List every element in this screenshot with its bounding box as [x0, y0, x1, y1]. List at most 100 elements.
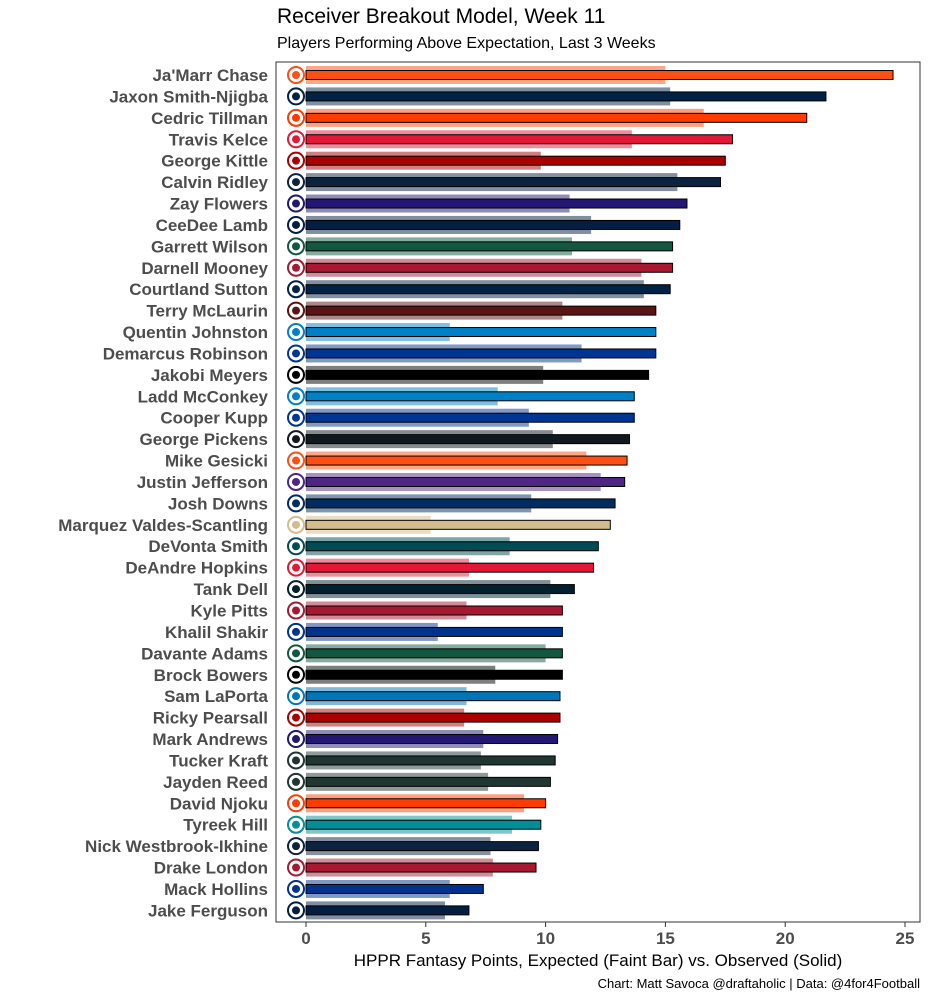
observed-bar: [305, 626, 563, 637]
team-logo-icon: [287, 687, 305, 706]
player-label: Mike Gesicki: [165, 452, 268, 471]
team-logo-icon: [287, 87, 305, 106]
player-label: Tank Dell: [194, 580, 268, 599]
player-label: Jakobi Meyers: [151, 366, 268, 385]
team-logo-icon: [287, 708, 305, 727]
observed-bar: [305, 219, 681, 230]
player-label: Terry McLaurin: [146, 302, 268, 321]
player-label: George Kittle: [161, 152, 268, 171]
chart-subtitle: Players Performing Above Expectation, La…: [277, 35, 656, 52]
bars-layer: [305, 66, 894, 920]
observed-bar: [305, 798, 547, 809]
x-tick-label: 10: [536, 929, 555, 948]
player-label: Tyreek Hill: [183, 816, 268, 835]
observed-bar: [305, 905, 470, 916]
observed-bar: [305, 391, 635, 402]
player-label: DeAndre Hopkins: [125, 559, 268, 578]
team-logo-icon: [287, 66, 305, 84]
team-logo-icon: [287, 472, 305, 491]
player-label: Kyle Pitts: [191, 602, 268, 621]
team-logo-icon: [287, 815, 305, 834]
player-label: Calvin Ridley: [161, 173, 268, 192]
observed-bar: [305, 198, 688, 209]
x-axis: 0 5 10 15 20 25: [301, 922, 914, 948]
observed-bar: [305, 134, 733, 145]
team-logo-icon: [287, 558, 305, 577]
team-logo-icon: [287, 772, 305, 791]
observed-bar: [305, 112, 808, 123]
observed-bar: [305, 498, 616, 509]
observed-bar: [305, 70, 894, 80]
team-logo-icon: [287, 323, 305, 342]
observed-bar: [305, 241, 674, 252]
observed-bar: [305, 412, 635, 423]
team-logo-icon: [287, 794, 305, 813]
player-label: Davante Adams: [141, 644, 268, 663]
observed-bar: [305, 369, 650, 380]
player-label: Ricky Pearsall: [153, 709, 268, 728]
team-logo-icon: [287, 387, 305, 406]
player-label: Tucker Kraft: [169, 751, 268, 770]
observed-bar: [305, 91, 827, 102]
observed-bar: [305, 177, 722, 188]
team-logo-icon: [287, 130, 305, 149]
player-label: Ja'Marr Chase: [152, 66, 268, 85]
player-label: Mack Hollins: [164, 880, 268, 899]
team-logo-icon: [287, 194, 305, 213]
team-logo-icon: [287, 730, 305, 749]
player-label: Drake London: [154, 859, 268, 878]
player-label: Mark Andrews: [152, 730, 268, 749]
team-logo-icon: [287, 408, 305, 427]
observed-bar: [305, 305, 657, 316]
observed-bar: [305, 519, 611, 530]
observed-bar: [305, 841, 539, 852]
observed-bar: [305, 262, 674, 273]
player-label: Jayden Reed: [163, 773, 268, 792]
team-logo-icon: [287, 644, 305, 663]
team-logo-icon: [287, 151, 305, 170]
team-logo-icon: [287, 237, 305, 256]
player-label: David Njoku: [170, 794, 268, 813]
team-logo-icon: [287, 280, 305, 299]
observed-bar: [305, 348, 657, 359]
team-logo-icon: [287, 301, 305, 320]
player-label: Travis Kelce: [169, 130, 268, 149]
observed-bar: [305, 734, 559, 745]
observed-bar: [305, 712, 561, 723]
player-label: Jaxon Smith-Njigba: [109, 87, 268, 106]
player-label: Garrett Wilson: [151, 237, 268, 256]
team-logo-icon: [287, 494, 305, 513]
observed-bar: [305, 327, 657, 338]
team-logo-icon: [287, 580, 305, 599]
player-label: Demarcus Robinson: [103, 344, 268, 363]
observed-bar: [305, 605, 563, 616]
team-logo-icon: [287, 365, 305, 384]
player-label: Zay Flowers: [170, 195, 268, 214]
team-logo-icon: [287, 665, 305, 684]
chart-title: Receiver Breakout Model, Week 11: [277, 5, 606, 28]
x-tick-label: 15: [656, 929, 675, 948]
team-logo-icon: [287, 601, 305, 620]
observed-bar: [305, 755, 556, 766]
player-label: Brock Bowers: [154, 666, 268, 685]
x-tick-label: 20: [776, 929, 795, 948]
team-logo-icon: [287, 451, 305, 470]
team-logo-icon: [287, 515, 305, 534]
x-axis-title: HPPR Fantasy Points, Expected (Faint Bar…: [354, 951, 842, 970]
team-logo-icon: [287, 430, 305, 449]
team-logo-icon: [287, 858, 305, 877]
player-label: DeVonta Smith: [148, 537, 268, 556]
team-logo-icon: [287, 901, 305, 920]
player-label: Darnell Mooney: [141, 259, 268, 278]
team-logo-icon: [287, 879, 305, 898]
chart-caption: Chart: Matt Savoca @draftaholic | Data: …: [597, 976, 920, 991]
observed-bar: [305, 476, 626, 487]
x-tick-label: 5: [421, 929, 430, 948]
observed-bar: [305, 455, 628, 466]
observed-bar: [305, 584, 575, 595]
x-tick-label: 0: [301, 929, 310, 948]
observed-bar: [305, 776, 551, 787]
player-label: Justin Jefferson: [137, 473, 268, 492]
observed-bar: [305, 862, 537, 873]
